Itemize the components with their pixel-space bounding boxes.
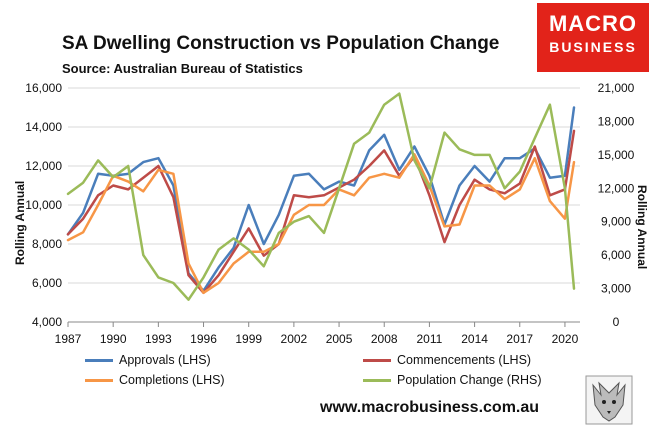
y-left-tick-label: 12,000 xyxy=(25,159,62,173)
logo-line2: BUSINESS xyxy=(549,39,637,55)
series-line-0 xyxy=(66,106,576,293)
y-axis-right-label: Rolling Annual xyxy=(635,185,649,270)
y-right-tick-label: 12,000 xyxy=(598,181,635,195)
y-left-tick-label: 10,000 xyxy=(25,198,62,212)
legend-swatch xyxy=(363,379,391,383)
legend-item-completions: Completions (LHS) xyxy=(85,373,225,387)
y-right-tick-label: 6,000 xyxy=(601,248,631,262)
legend-item-population: Population Change (RHS) xyxy=(363,373,542,387)
legend-swatch xyxy=(85,379,113,383)
y-right-tick-label: 15,000 xyxy=(598,148,635,162)
legend-label: Commencements (LHS) xyxy=(397,353,532,367)
legend-label: Population Change (RHS) xyxy=(397,373,542,387)
y-left-tick-label: 6,000 xyxy=(32,276,62,290)
x-tick-label: 1987 xyxy=(55,332,82,346)
y-left-tick-label: 4,000 xyxy=(32,315,62,329)
chart-title: SA Dwelling Construction vs Population C… xyxy=(62,33,500,54)
y-right-tick-label: 3,000 xyxy=(601,282,631,296)
legend-item-approvals: Approvals (LHS) xyxy=(85,353,211,367)
series-line-2 xyxy=(66,153,576,295)
y-axis-left-label: Rolling Annual xyxy=(13,180,27,265)
y-left-tick-label: 8,000 xyxy=(32,237,62,251)
legend-swatch xyxy=(363,359,391,363)
macrobusiness-logo: MACRO BUSINESS xyxy=(537,3,649,72)
website-url: www.macrobusiness.com.au xyxy=(320,399,540,416)
x-tick-label: 1990 xyxy=(100,332,127,346)
y-right-tick-label: 21,000 xyxy=(598,81,635,95)
x-tick-label: 2020 xyxy=(552,332,579,346)
x-tick-label: 2014 xyxy=(461,332,488,346)
wolf-logo-icon xyxy=(585,375,633,425)
legend-label: Completions (LHS) xyxy=(119,373,225,387)
x-tick-label: 2017 xyxy=(506,332,533,346)
y-right-tick-label: 18,000 xyxy=(598,114,635,128)
x-tick-label: 1999 xyxy=(235,332,262,346)
x-tick-label: 1993 xyxy=(145,332,172,346)
legend-swatch xyxy=(85,359,113,363)
x-tick-label: 2005 xyxy=(326,332,353,346)
x-tick-label: 2008 xyxy=(371,332,398,346)
logo-line1: MACRO xyxy=(548,11,638,36)
y-left-tick-label: 16,000 xyxy=(25,81,62,95)
y-left-tick-label: 14,000 xyxy=(25,120,62,134)
series-line-3 xyxy=(66,92,576,301)
x-tick-label: 1996 xyxy=(190,332,217,346)
y-right-tick-label: 9,000 xyxy=(601,215,631,229)
series-line-1 xyxy=(66,129,576,295)
legend-item-commencements: Commencements (LHS) xyxy=(363,353,531,367)
x-tick-label: 2011 xyxy=(417,332,443,346)
legend-label: Approvals (LHS) xyxy=(119,353,211,367)
x-tick-label: 2002 xyxy=(281,332,308,346)
chart-subtitle: Source: Australian Bureau of Statistics xyxy=(62,61,303,76)
y-right-tick-label: 0 xyxy=(613,315,620,329)
